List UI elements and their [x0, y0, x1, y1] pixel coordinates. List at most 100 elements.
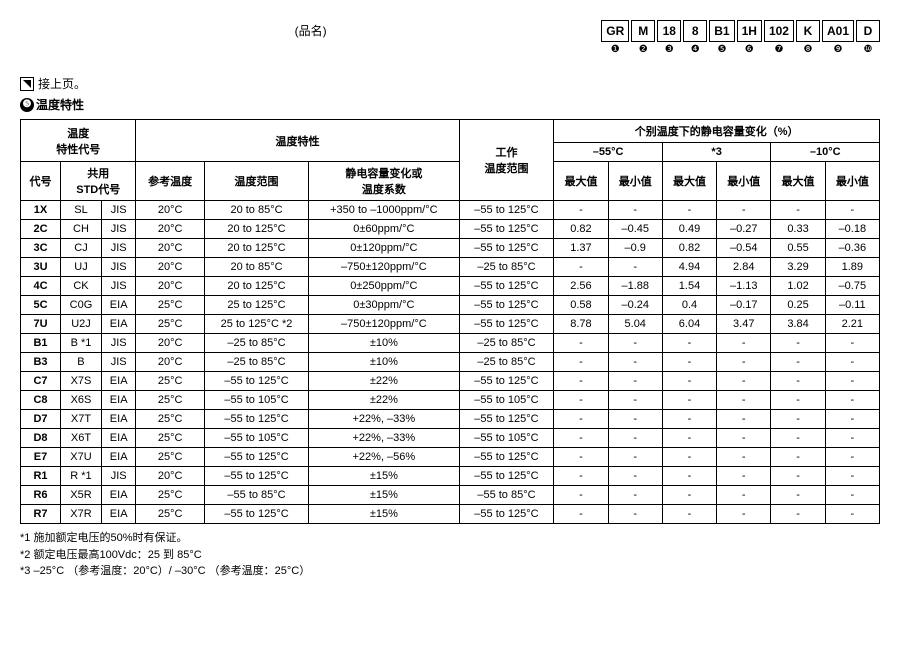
table-cell: X7T — [61, 410, 102, 429]
th-code: 代号 — [21, 162, 61, 201]
th-max2: 最大值 — [662, 162, 716, 201]
table-cell: –55 to 125°C — [204, 372, 308, 391]
table-row: C8X6SEIA25°C–55 to 105°C±22%–55 to 105°C… — [21, 391, 880, 410]
table-cell: –25 to 85°C — [459, 353, 554, 372]
table-cell: - — [771, 391, 825, 410]
table-cell: 5C — [21, 296, 61, 315]
code-box: GR — [601, 20, 629, 42]
th-min1: 最小值 — [608, 162, 662, 201]
table-cell: –0.75 — [825, 277, 879, 296]
th-tc-code: 温度特性代号 — [21, 120, 136, 162]
table-cell: - — [554, 467, 608, 486]
table-cell: 25°C — [136, 448, 204, 467]
table-cell: –55 to 125°C — [459, 467, 554, 486]
table-cell: –55 to 125°C — [459, 505, 554, 524]
table-cell: 20 to 125°C — [204, 239, 308, 258]
code-num: ❸ — [665, 44, 674, 55]
footnotes: *1 施加额定电压的50%时有保证。 *2 额定电压最高100Vdc：25 到 … — [20, 530, 880, 580]
table-cell: UJ — [61, 258, 102, 277]
table-cell: EIA — [101, 391, 136, 410]
table-cell: –55 to 105°C — [204, 391, 308, 410]
table-cell: B3 — [21, 353, 61, 372]
table-cell: 20 to 85°C — [204, 201, 308, 220]
th-range: 温度范围 — [204, 162, 308, 201]
table-row: 3UUJJIS20°C20 to 85°C–750±120ppm/°C–25 t… — [21, 258, 880, 277]
th-min3: 最小值 — [825, 162, 879, 201]
table-cell: - — [717, 353, 771, 372]
table-cell: 3.29 — [771, 258, 825, 277]
table-cell: ±15% — [309, 467, 459, 486]
table-row: B1B *1JIS20°C–25 to 85°C±10%–25 to 85°C-… — [21, 334, 880, 353]
table-cell: - — [662, 353, 716, 372]
table-cell: - — [717, 448, 771, 467]
table-cell: - — [554, 391, 608, 410]
table-cell: X6S — [61, 391, 102, 410]
table-cell: 20 to 125°C — [204, 220, 308, 239]
spec-table: 温度特性代号 温度特性 工作温度范围 个别温度下的静电容量变化（%） –55°C… — [20, 119, 880, 524]
table-cell: –55 to 105°C — [204, 429, 308, 448]
table-cell: 3C — [21, 239, 61, 258]
table-cell: ±22% — [309, 372, 459, 391]
table-cell: - — [771, 410, 825, 429]
table-row: R7X7REIA25°C–55 to 125°C±15%–55 to 125°C… — [21, 505, 880, 524]
table-cell: - — [771, 467, 825, 486]
table-cell: –0.27 — [717, 220, 771, 239]
table-cell: –25 to 85°C — [204, 353, 308, 372]
table-cell: 20°C — [136, 334, 204, 353]
code-box: A01 — [822, 20, 854, 42]
table-cell: - — [662, 372, 716, 391]
table-cell: B1 — [21, 334, 61, 353]
table-cell: –55 to 125°C — [459, 410, 554, 429]
code-num: ❿ — [864, 44, 873, 55]
table-cell: 25 to 125°C — [204, 296, 308, 315]
table-cell: 25°C — [136, 505, 204, 524]
table-cell: –55 to 85°C — [204, 486, 308, 505]
table-cell: 1.89 — [825, 258, 879, 277]
table-cell: X7R — [61, 505, 102, 524]
table-cell: - — [771, 353, 825, 372]
th-t2: *3 — [662, 143, 771, 162]
table-cell: 0.58 — [554, 296, 608, 315]
table-cell: - — [825, 353, 879, 372]
table-cell: –0.36 — [825, 239, 879, 258]
table-cell: –55 to 125°C — [459, 448, 554, 467]
table-cell: 0.33 — [771, 220, 825, 239]
table-cell: B *1 — [61, 334, 102, 353]
table-cell: JIS — [101, 220, 136, 239]
table-cell: JIS — [101, 353, 136, 372]
table-cell: - — [662, 391, 716, 410]
code-box: D — [856, 20, 880, 42]
table-cell: ±15% — [309, 486, 459, 505]
table-cell: X5R — [61, 486, 102, 505]
code-box-wrap: 1H❻ — [737, 20, 762, 55]
table-cell: C8 — [21, 391, 61, 410]
table-cell: - — [554, 486, 608, 505]
table-cell: 2C — [21, 220, 61, 239]
table-cell: –25 to 85°C — [459, 334, 554, 353]
table-cell: 0±250ppm/°C — [309, 277, 459, 296]
table-cell: - — [608, 467, 662, 486]
table-cell: ±10% — [309, 353, 459, 372]
code-box-wrap: K❽ — [796, 20, 820, 55]
table-cell: 20°C — [136, 277, 204, 296]
table-cell: ±15% — [309, 505, 459, 524]
table-cell: - — [554, 410, 608, 429]
table-cell: 25°C — [136, 315, 204, 334]
table-cell: 6.04 — [662, 315, 716, 334]
table-cell: - — [825, 429, 879, 448]
table-cell: 1.37 — [554, 239, 608, 258]
table-cell: 0±120ppm/°C — [309, 239, 459, 258]
table-cell: –750±120ppm/°C — [309, 315, 459, 334]
table-cell: - — [825, 505, 879, 524]
code-num: ❷ — [639, 44, 648, 55]
table-row: 7UU2JEIA25°C25 to 125°C *2–750±120ppm/°C… — [21, 315, 880, 334]
code-box: 102 — [764, 20, 794, 42]
table-row: E7X7UEIA25°C–55 to 125°C+22%, –56%–55 to… — [21, 448, 880, 467]
table-cell: X7U — [61, 448, 102, 467]
table-cell: JIS — [101, 239, 136, 258]
table-row: 4CCKJIS20°C20 to 125°C0±250ppm/°C–55 to … — [21, 277, 880, 296]
table-cell: - — [608, 410, 662, 429]
table-cell: ±10% — [309, 334, 459, 353]
table-cell: 25°C — [136, 391, 204, 410]
code-box: 8 — [683, 20, 707, 42]
